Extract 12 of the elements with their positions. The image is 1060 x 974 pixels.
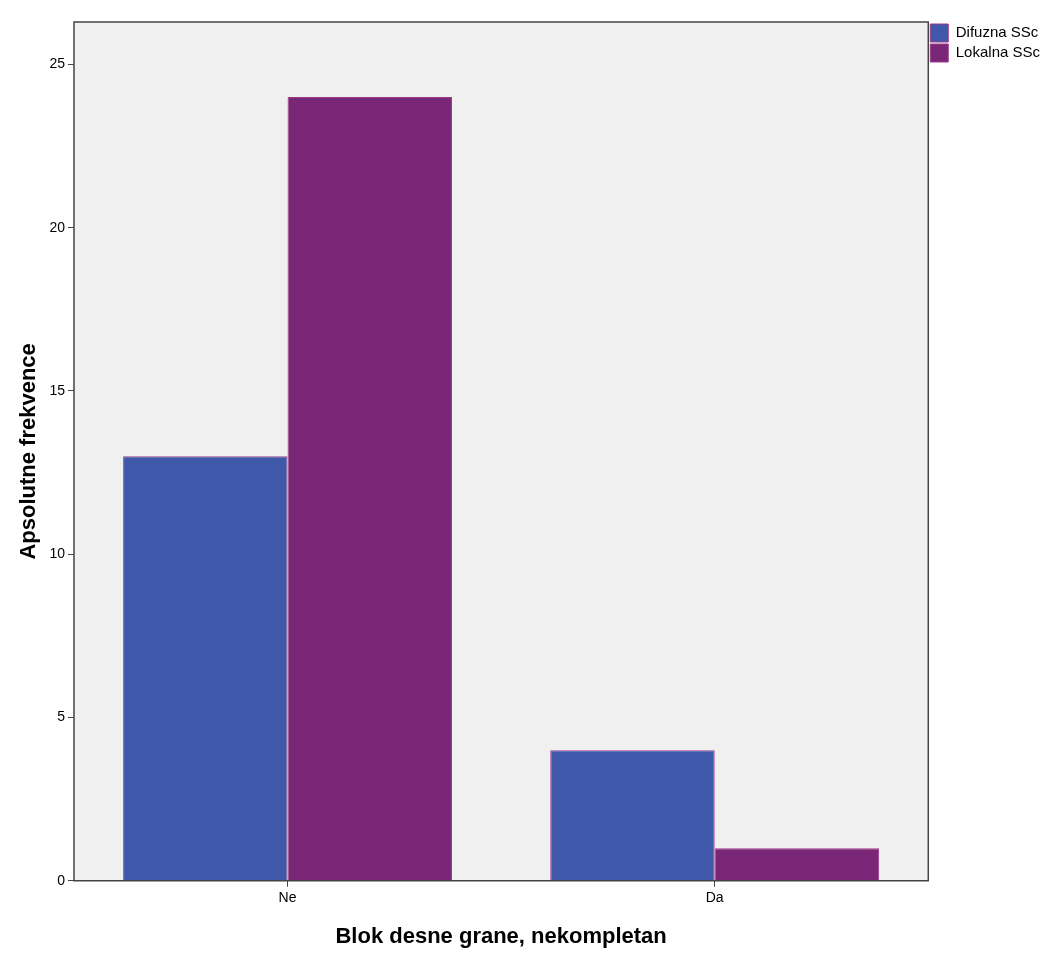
y-axis-title: Apsolutne frekvence [15, 343, 41, 560]
y-tick-label: 10 [49, 545, 66, 562]
legend-label: Lokalna SSc [955, 43, 1041, 61]
y-tick-label: 20 [49, 218, 66, 235]
y-tick-label: 15 [49, 381, 66, 398]
x-tick-label: Ne [278, 889, 297, 906]
y-tick-label: 0 [57, 871, 66, 888]
legend-label: Difuzna SSc [955, 23, 1039, 41]
y-tick-label: 5 [57, 708, 66, 725]
x-tick-label: Da [705, 889, 724, 906]
x-axis-title: Blok desne grane, nekompletan [335, 922, 667, 948]
y-tick-label: 25 [49, 55, 66, 72]
